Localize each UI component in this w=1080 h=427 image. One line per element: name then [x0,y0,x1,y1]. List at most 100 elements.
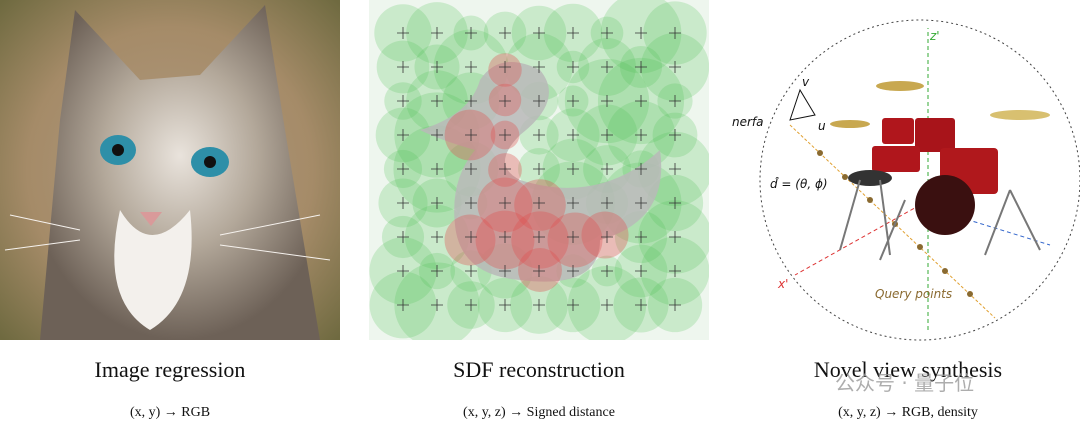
sample-point [499,265,511,277]
sample-point [533,61,545,73]
sample-point [431,129,443,141]
cat-image [0,0,340,340]
sample-point [499,129,511,141]
x-axis [794,204,921,276]
sample-point [499,163,511,175]
sample-point [397,129,409,141]
panel-mapping: (x, y) → RGB [130,405,210,420]
sample-point [465,95,477,107]
sample-point [669,197,681,209]
camera-ray [789,124,996,319]
panel-title: Novel view synthesis [814,357,1002,382]
sample-point [567,231,579,243]
sample-point [397,197,409,209]
panel-title: Image regression [95,357,246,382]
u-label: u [818,119,826,133]
sample-point [601,299,613,311]
sample-point [635,61,647,73]
sample-point [567,163,579,175]
sample-point [635,27,647,39]
panel-mapping: (x, y, z) → RGB, density [838,405,978,420]
sample-point [465,231,477,243]
sample-point [465,265,477,277]
drum-kit [830,81,1050,261]
sample-point [635,129,647,141]
direction-label: d̂ = (θ, ϕ) [770,177,828,191]
sample-point [465,129,477,141]
panel-title: SDF reconstruction [453,357,625,382]
sample-point [601,95,613,107]
sample-point [669,61,681,73]
sample-point [601,163,613,175]
watermark: 公众号 · 量子位 [835,371,974,395]
sample-point [635,95,647,107]
sample-grid [397,27,681,311]
sample-point [533,265,545,277]
sample-point [465,61,477,73]
camera-label: nerfa [732,115,764,129]
sample-point [431,231,443,243]
sample-point [431,95,443,107]
sample-point [397,231,409,243]
camera-frustum [789,88,816,121]
sample-point [499,231,511,243]
sample-point [431,197,443,209]
sample-point [499,197,511,209]
sample-point [635,163,647,175]
sample-point [567,197,579,209]
sample-point [397,265,409,277]
sample-point [567,265,579,277]
sample-point [635,231,647,243]
sdf-diagram [369,0,709,340]
sdf-circle [547,212,603,268]
sample-point [465,27,477,39]
sample-point [601,27,613,39]
sdf-circle [511,211,569,269]
sample-point [567,299,579,311]
sample-point [465,299,477,311]
sample-point [499,299,511,311]
sample-point [397,299,409,311]
sample-point [499,95,511,107]
sample-point [431,299,443,311]
sample-point [533,197,545,209]
sample-point [601,231,613,243]
scene-sphere [759,19,1080,341]
sample-point [601,61,613,73]
sample-point [669,163,681,175]
sample-point [669,299,681,311]
sample-point [669,231,681,243]
sample-point [431,27,443,39]
sample-point [431,61,443,73]
sample-point [397,95,409,107]
sample-point [533,129,545,141]
sample-point [499,61,511,73]
sample-point [669,95,681,107]
duck-shape [420,62,662,282]
z-label: z' [929,29,940,43]
x-label: x' [777,277,788,291]
sample-point [669,129,681,141]
sdf-circle [518,248,562,292]
sample-point [669,265,681,277]
sample-point [567,129,579,141]
sample-point [533,231,545,243]
sample-point [397,61,409,73]
sample-point [567,27,579,39]
nerf-diagram: z' x' nerfa u v d̂ = (θ, ϕ) Query points [732,19,1080,341]
sample-point [533,27,545,39]
sample-point [601,197,613,209]
sample-point [533,299,545,311]
sample-point [465,197,477,209]
sample-point [431,163,443,175]
sample-point [635,197,647,209]
sample-point [567,95,579,107]
sample-point [635,265,647,277]
sample-point [533,95,545,107]
sample-point [397,27,409,39]
sample-point [635,299,647,311]
sample-point [601,129,613,141]
sample-point [431,265,443,277]
sample-point [397,163,409,175]
